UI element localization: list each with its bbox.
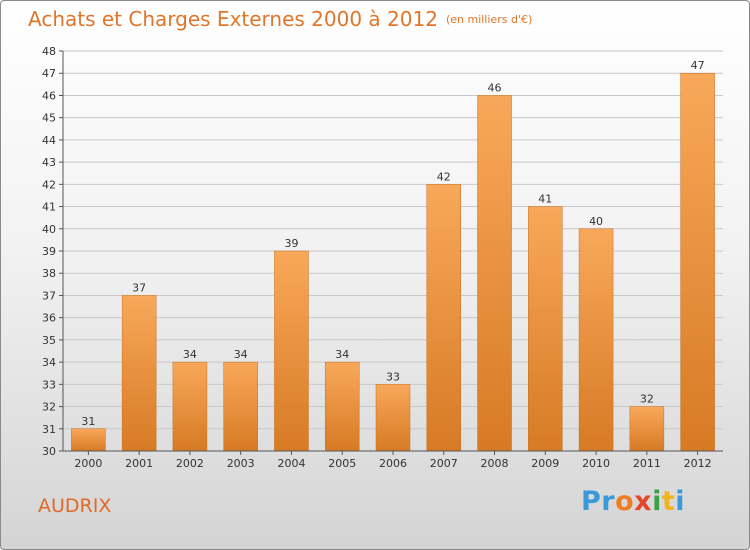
y-tick-label: 47 <box>42 67 56 80</box>
data-label: 34 <box>335 348 349 361</box>
x-tick-label: 2002 <box>176 457 204 470</box>
data-label: 46 <box>488 81 502 94</box>
bar-2008 <box>477 95 512 452</box>
x-tick-label: 2008 <box>481 457 509 470</box>
data-label: 47 <box>691 59 705 72</box>
data-label: 32 <box>640 393 654 406</box>
data-label: 37 <box>132 281 146 294</box>
y-tick-label: 33 <box>42 378 56 391</box>
y-tick-label: 38 <box>42 267 56 280</box>
y-tick-label: 30 <box>42 445 56 458</box>
x-tick-label: 2007 <box>430 457 458 470</box>
y-tick-label: 39 <box>42 245 56 258</box>
x-tick-label: 2006 <box>379 457 407 470</box>
bar-2009 <box>528 206 563 452</box>
x-tick-label: 2003 <box>227 457 255 470</box>
x-tick-label: 2001 <box>125 457 153 470</box>
bar-2004 <box>274 250 309 452</box>
y-tick-label: 42 <box>42 178 56 191</box>
bar-2012 <box>680 72 715 452</box>
commune-name: AUDRIX <box>38 495 112 517</box>
bar-2005 <box>324 361 360 452</box>
x-tick-label: 2004 <box>277 457 305 470</box>
chart-unit: (en milliers d'€) <box>445 13 533 26</box>
data-label: 41 <box>538 193 552 206</box>
data-label: 34 <box>183 348 197 361</box>
y-tick-label: 45 <box>42 112 56 125</box>
y-tick-label: 41 <box>42 201 56 214</box>
chart-title: Achats et Charges Externes 2000 à 2012 (e… <box>28 7 532 31</box>
y-tick-label: 37 <box>42 289 56 302</box>
bar-2003 <box>223 361 258 452</box>
y-tick-label: 31 <box>42 423 56 436</box>
proxiti-logo: Proxiti <box>581 486 686 517</box>
x-tick-label: 2009 <box>531 457 559 470</box>
y-tick-label: 36 <box>42 312 56 325</box>
bar-2000 <box>71 428 106 452</box>
y-tick-label: 48 <box>42 45 56 58</box>
data-label: 34 <box>234 348 248 361</box>
x-tick-label: 2010 <box>582 457 610 470</box>
data-label: 33 <box>386 370 400 383</box>
data-label: 42 <box>437 170 451 183</box>
data-label: 39 <box>284 237 298 250</box>
x-tick-label: 2012 <box>684 457 712 470</box>
bars: 31 37 34 34 39 34 33 42 46 41 40 32 47 <box>71 59 715 452</box>
data-label: 31 <box>81 415 95 428</box>
bar-2007 <box>426 184 462 452</box>
y-tick-label: 35 <box>42 334 56 347</box>
y-tick-label: 43 <box>42 156 56 169</box>
chart-title-text: Achats et Charges Externes 2000 à 2012 <box>28 7 438 31</box>
x-tick-label: 2011 <box>633 457 661 470</box>
y-tick-label: 40 <box>42 223 56 236</box>
axes: 30 31 32 33 34 35 36 37 38 39 40 41 42 43 44 45 46 47 48 20… <box>42 45 723 470</box>
y-tick-label: 32 <box>42 401 56 414</box>
y-tick-label: 44 <box>42 134 56 147</box>
bar-2006 <box>375 384 411 452</box>
y-tick-label: 34 <box>42 356 56 369</box>
bar-2010 <box>578 228 614 452</box>
y-tick-label: 46 <box>42 89 56 102</box>
x-tick-label: 2000 <box>74 457 102 470</box>
bar-2011 <box>629 406 665 452</box>
bar-2001 <box>121 295 157 452</box>
data-label: 40 <box>589 215 603 228</box>
bar-2002 <box>172 361 208 452</box>
x-tick-label: 2005 <box>328 457 356 470</box>
